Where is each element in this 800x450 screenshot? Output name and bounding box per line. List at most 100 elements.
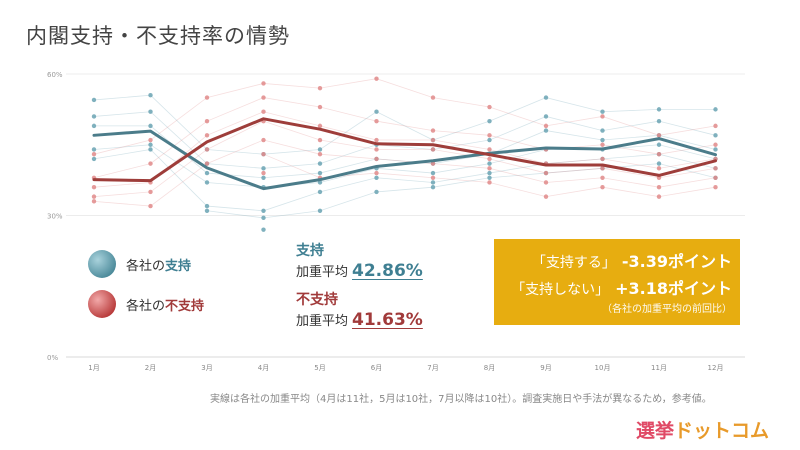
nonsupport-legend-highlight: 不支持 [165,298,205,314]
nonsupport-poll-point [430,161,436,166]
support-poll-point [148,93,153,98]
support-poll-point [374,189,379,195]
nonsupport-poll-point [317,151,323,157]
nonsupport-poll-point [91,194,97,199]
nonsupport-poll-point [261,137,266,143]
nonsupport-poll-point [713,166,718,171]
nonsupport-poll-point [374,147,379,152]
support-poll-point [204,180,210,185]
nonsupport-poll-point [261,95,266,100]
x-tick-label: 6月 [371,364,382,372]
nonsupport-average-label: 加重平均 [296,314,349,329]
nonsupport-poll-point [91,185,97,190]
support-poll-point [91,147,97,152]
nonsupport-poll-point [656,166,662,171]
nonsupport-poll-point [713,175,718,180]
support-poll-point [656,118,662,124]
x-tick-label: 12月 [708,364,724,372]
support-poll-point [91,114,97,119]
support-average-label: 加重平均 [296,265,349,280]
legend-nonsupport: 各社の不支持 [88,290,204,318]
support-poll-point [91,156,97,162]
support-poll-point [261,215,266,221]
support-poll-point [374,109,379,114]
nonsupport-poll-point [91,199,97,204]
support-poll-point [600,109,605,114]
support-poll-trace [93,149,716,212]
support-change-label: 「支持する」 [531,255,616,271]
x-tick-label: 4月 [258,364,269,372]
x-tick-label: 3月 [201,364,212,372]
nonsupport-poll-point [656,151,662,157]
nonsupport-poll-trace [93,139,716,207]
nonsupport-poll-point [148,203,153,209]
support-poll-point [148,109,153,114]
nonsupport-poll-trace [93,120,716,198]
y-tick-label: 30% [47,213,63,221]
support-poll-point [487,137,492,143]
support-poll-point [204,208,210,213]
nonsupport-poll-point [430,137,436,143]
nonsupport-poll-point [374,76,379,81]
support-average-block: 支持 加重平均 42.86% [296,240,423,281]
nonsupport-poll-trace [93,78,716,155]
nonsupport-poll-trace [93,111,716,188]
support-poll-point [148,147,153,152]
logo-part-2: ドットコム [674,420,770,442]
support-poll-point [713,107,718,112]
nonsupport-poll-point [204,118,210,124]
nonsupport-poll-point [204,147,210,152]
nonsupport-poll-point [261,109,266,114]
nonsupport-average-line: 加重平均 41.63% [296,310,423,330]
nonsupport-poll-point [317,137,323,143]
support-change-row: 「支持する」 -3.39ポイント [502,249,732,276]
support-legend-prefix: 各社の [126,258,166,274]
support-poll-trace [94,125,716,179]
nonsupport-poll-point [656,194,662,199]
x-tick-label: 11月 [651,364,667,372]
nonsupport-poll-point [317,85,323,91]
nonsupport-poll-point [317,104,323,110]
support-poll-point [317,161,323,166]
nonsupport-poll-point [487,104,492,110]
nonsupport-poll-point [374,156,379,162]
support-poll-point [204,170,210,176]
logo-part-1: 選挙 [636,420,675,442]
support-poll-point [261,166,266,171]
support-poll-point [148,123,153,129]
nonsupport-poll-point [543,170,549,176]
support-poll-point [148,142,153,147]
support-poll-point [91,123,97,129]
footnote: 実線は各社の加重平均（4月は11社，5月は10社，7月以降は10社）。調査実施日… [210,394,712,405]
nonsupport-poll-point [374,137,379,143]
support-poll-point [543,114,549,119]
support-poll-point [430,180,436,185]
nonsupport-poll-point [600,175,605,180]
support-poll-point [91,97,97,103]
nonsupport-poll-point [543,194,549,199]
nonsupport-poll-point [430,147,436,152]
nonsupport-legend-prefix: 各社の [126,298,166,314]
nonsupport-poll-point [374,118,379,124]
nonsupport-poll-point [261,151,266,157]
support-poll-point [713,147,718,152]
support-poll-trace [206,163,716,219]
support-poll-point [430,170,436,176]
nonsupport-poll-point [487,180,492,185]
support-poll-point [374,175,379,180]
nonsupport-average-line [92,117,717,183]
support-poll-point [656,107,662,112]
nonsupport-average-block: 不支持 加重平均 41.63% [296,289,423,330]
nonsupport-poll-point [261,81,266,86]
y-tick-label: 0% [47,354,58,362]
x-tick-label: 8月 [484,364,495,372]
nonsupport-poll-point [656,185,662,190]
support-poll-point [317,180,323,185]
nonsupport-legend-marker [88,290,116,318]
x-tick-label: 10月 [595,364,611,372]
x-tick-label: 1月 [88,364,99,372]
nonsupport-poll-point [600,185,605,190]
nonsupport-poll-point [487,156,492,162]
nonsupport-poll-point [261,170,266,176]
